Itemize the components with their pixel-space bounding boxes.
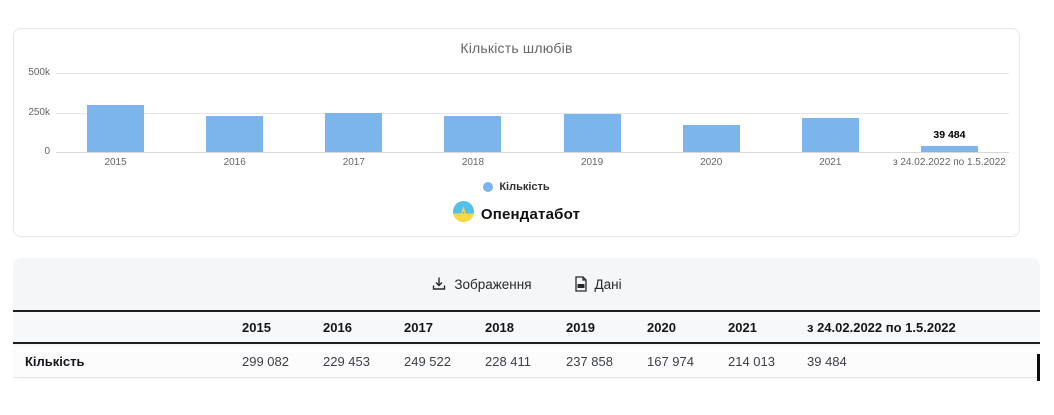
- gridline-250k: [56, 113, 1009, 114]
- export-toolbar: Зображення Дані: [13, 258, 1040, 310]
- table-value-cell: 167 974: [647, 354, 694, 369]
- chart-title: Кількість шлюбів: [460, 40, 573, 56]
- bar-2017[interactable]: [325, 112, 383, 152]
- table-header-row: 2015 2016 2017 2018 2019 2020 2021 з 24.02.2022…: [13, 310, 1040, 344]
- table-value-cell: 229 453: [323, 354, 370, 369]
- bar-2016[interactable]: [206, 115, 264, 152]
- table-header-cell: 2021: [728, 319, 757, 335]
- table-header-cell: 2020: [647, 319, 676, 335]
- scrollbar-thumb[interactable]: [1037, 354, 1040, 381]
- legend-marker-icon: [483, 182, 494, 192]
- download-image-label: Зображення: [454, 276, 532, 292]
- x-tick-label: 2016: [223, 157, 246, 168]
- x-tick-label: 2019: [580, 157, 604, 168]
- x-tick-label: 2015: [104, 157, 127, 168]
- x-tick-label: 2018: [461, 157, 485, 168]
- bar-data-label: 39 484: [933, 128, 966, 141]
- x-axis-line: [56, 152, 1009, 153]
- table-value-cell: 214 013: [728, 354, 775, 369]
- table-header-cell: 2018: [485, 319, 514, 335]
- bar-2020[interactable]: [682, 125, 740, 152]
- opendatabot-logo[interactable]: Опендатабот: [14, 201, 1019, 227]
- table-header-cell: 2015: [242, 319, 271, 335]
- table-row: Кількість 299 082 229 453 249 522 228 411 23…: [13, 346, 1040, 378]
- bar-2021[interactable]: [801, 118, 859, 152]
- y-tick-0: 0: [44, 146, 50, 157]
- bar-з 24.02.2022 по 1.5.2022[interactable]: [920, 145, 978, 152]
- bar-2015[interactable]: [87, 104, 145, 152]
- x-tick-label: з 24.02.2022 по 1.5.2022: [893, 157, 1006, 168]
- download-data-label: Дані: [594, 276, 622, 292]
- table-value-cell: 39 484: [807, 354, 847, 369]
- table-header-cell: з 24.02.2022 по 1.5.2022: [807, 319, 956, 335]
- table-header-cell: 2019: [566, 319, 595, 335]
- chart-card: Кількість шлюбів 500k 250k 0 39 484 2015…: [13, 28, 1020, 237]
- opendatabot-logo-text: Опендатабот: [480, 205, 581, 223]
- table-card: Зображення Дані 2015 2016 2017 2018 2019 2020…: [13, 258, 1040, 381]
- table-value-cell: 249 522: [404, 354, 451, 369]
- download-image-button[interactable]: Зображення: [431, 276, 532, 292]
- bar-2018[interactable]: [444, 115, 502, 152]
- y-tick-250k: 250k: [28, 107, 50, 118]
- table-header-cell: 2016: [323, 319, 352, 335]
- gridline-500k: [56, 73, 1009, 74]
- x-tick-label: 2017: [342, 157, 365, 168]
- download-data-button[interactable]: Дані: [574, 276, 622, 292]
- x-tick-label: 2021: [819, 157, 842, 168]
- plot-area: 500k 250k 0 39 484: [28, 67, 1009, 157]
- opendatabot-logo-icon: [452, 201, 474, 227]
- table-value-cell: 299 082: [242, 354, 289, 369]
- legend-label: Кількість: [499, 181, 550, 193]
- table-value-cell: 237 858: [566, 354, 613, 369]
- file-icon: [574, 276, 588, 292]
- legend-item[interactable]: Кількість: [14, 181, 1019, 193]
- x-axis-labels: 2015 2016 2017 2018 2019 2020 2021 з 24.02.2022…: [56, 157, 1009, 171]
- bar-2019[interactable]: [563, 114, 621, 152]
- table-value-cell: 228 411: [485, 354, 532, 369]
- table-row-label: Кількість: [25, 354, 85, 369]
- y-tick-500k: 500k: [28, 67, 50, 78]
- x-tick-label: 2020: [700, 157, 723, 168]
- table-header-cell: 2017: [404, 319, 433, 335]
- download-icon: [431, 276, 447, 292]
